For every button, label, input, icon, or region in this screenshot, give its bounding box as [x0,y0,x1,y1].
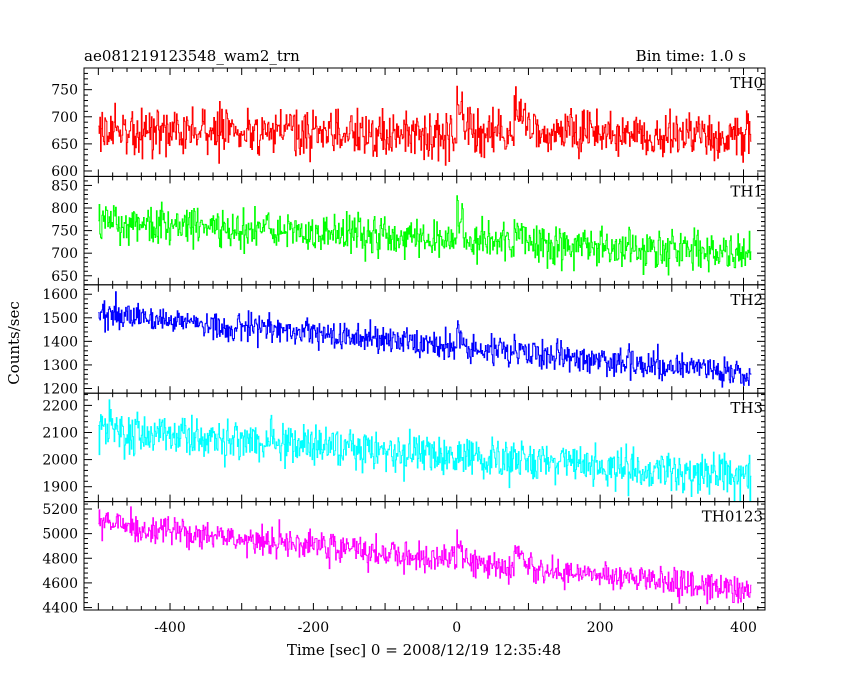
panel-th3: 1900 2000 2100 2200 TH3 [42,392,766,503]
y-tick-label: 1500 [42,311,78,327]
series-line-th3 [98,399,752,502]
x-tick-label: -200 [298,620,329,636]
panel-th1: 650 700 750 800 850 TH1 [51,175,766,286]
panel-label: TH1 [730,182,763,200]
panel-label: TH0 [730,74,763,92]
series-line-th1 [98,195,752,276]
y-tick-label: 5000 [42,527,78,543]
y-tick-label: 1200 [42,381,78,397]
panel-label: TH0123 [702,508,763,526]
y-tick-label: 5200 [42,502,78,518]
x-tick-label: 200 [587,620,614,636]
y-tick-label: 650 [51,137,78,153]
x-tick-label: 0 [452,620,461,636]
y-tick-label: 2000 [42,453,78,469]
y-tick-label: 600 [51,164,78,180]
panel-frame [83,501,766,611]
y-tick-label: 4800 [42,551,78,567]
series-line-th0 [98,85,752,166]
panel-label: TH2 [730,291,763,309]
y-tick-label: 800 [51,201,78,217]
y-tick-label: 750 [51,83,78,99]
y-tick-label: 700 [51,246,78,262]
y-tick-label: 4400 [42,601,78,617]
bin-time-label: Bin time: 1.0 s [636,47,746,65]
x-tick-label: 400 [730,620,757,636]
panels-group: 600 650 700 750 TH0 650 700 750 800 850 TH1 1200 130… [42,67,766,636]
series-line-th2 [98,291,752,388]
y-tick-label: 1300 [42,358,78,374]
series-line-th0123 [98,506,752,605]
y-tick-label: 2200 [42,398,78,414]
y-tick-label: 700 [51,110,78,126]
y-tick-label: 650 [51,269,78,285]
y-axis-label: Counts/sec [5,301,23,385]
chart-title: ae081219123548_wam2_trn [84,47,300,65]
x-tick-labels: -400 -200 0 200 400 [154,620,757,636]
y-tick-label: 1400 [42,334,78,350]
panel-th0: 600 650 700 750 TH0 [51,67,766,180]
panel-label: TH3 [730,399,763,417]
x-axis-label: Time [sec] 0 = 2008/12/19 12:35:48 [287,641,561,659]
y-tick-label: 2100 [42,425,78,441]
panel-th0123: 4400 4600 4800 5000 5200 TH0123 [42,501,766,617]
y-tick-label: 750 [51,224,78,240]
y-tick-label: 1600 [42,287,78,303]
y-tick-label: 4600 [42,576,78,592]
panel-th2: 1200 1300 1400 1500 1600 TH2 [42,284,766,397]
y-tick-label: 850 [51,178,78,194]
y-tick-label: 1900 [42,480,78,496]
x-tick-label: -400 [154,620,185,636]
